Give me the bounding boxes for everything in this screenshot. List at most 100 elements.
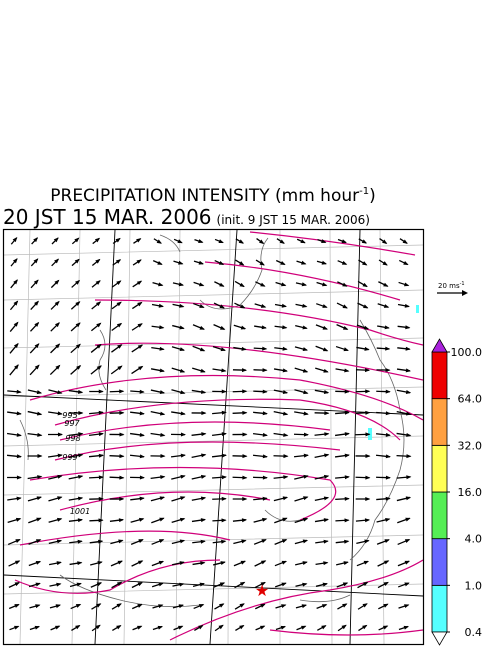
wind-arrow-head <box>302 303 308 308</box>
wind-arrow-head <box>139 475 145 480</box>
wind-arrow-head <box>282 517 288 522</box>
wind-arrow-head <box>159 325 165 330</box>
colorbar: 0.4 1.0 4.0 16.0 32.0 64.0 100.0 <box>431 338 483 646</box>
wind-arrow-head <box>383 603 389 608</box>
wind-arrow-head <box>282 411 289 416</box>
wind-arrow-head <box>36 411 43 416</box>
wind-arrow-head <box>364 518 371 523</box>
wind-arrow-head <box>262 389 268 394</box>
wind-arrow-head <box>98 432 104 437</box>
wind-arrow-head <box>302 368 309 373</box>
wind-arrow-head <box>16 389 22 394</box>
wind-arrow-head <box>200 539 206 544</box>
wind-arrow-head <box>36 496 43 501</box>
wind-arrow-head <box>55 604 61 609</box>
wind-arrow-head <box>77 389 84 394</box>
wind-arrow-head <box>115 259 122 264</box>
wind-arrow-head <box>241 346 247 351</box>
wind-arrow-head <box>365 497 371 502</box>
wind-arrow-head <box>262 368 268 373</box>
colorbar-label: 4.0 <box>465 533 483 546</box>
wind-arrow-head <box>218 239 224 243</box>
wind-scale-label: 20 ms-1 <box>438 281 465 290</box>
wind-arrow-head <box>117 365 123 371</box>
wind-arrow-head <box>160 475 166 480</box>
wind-arrow-head <box>365 432 371 437</box>
wind-arrow-head <box>96 343 102 349</box>
wind-arrow-head <box>344 539 350 544</box>
wind-arrow-head <box>34 364 40 370</box>
wind-arrow-head <box>198 239 204 243</box>
wind-arrow-head <box>363 325 370 330</box>
wind-arrow-head <box>324 432 330 437</box>
wind-arrow-head <box>322 582 328 587</box>
wind-arrow-head <box>323 474 330 479</box>
wind-arrow-head <box>178 604 184 609</box>
wind-arrow-head <box>75 624 81 630</box>
wind-arrow-head <box>218 624 224 630</box>
wind-arrow-head <box>260 304 267 308</box>
wind-arrow-head <box>405 368 411 373</box>
wind-arrow-head <box>344 518 350 523</box>
wind-arrow-head <box>242 410 248 415</box>
wind-arrow-head <box>36 390 43 395</box>
colorbar-segment <box>431 444 448 493</box>
wind-arrow-head <box>35 582 41 587</box>
wind-arrow-head <box>279 239 285 244</box>
wind-arrow-head <box>365 410 371 415</box>
colorbar-segment <box>431 584 448 633</box>
wind-arrow-head <box>365 475 371 480</box>
wind-arrow-head <box>34 300 39 306</box>
wind-arrow-head <box>199 582 205 587</box>
wind-arrow-head <box>75 604 82 608</box>
wind-arrow-head <box>96 365 102 370</box>
wind-arrow-head <box>281 282 287 287</box>
wind-arrow-head <box>98 496 104 501</box>
wind-arrow-head <box>156 239 162 244</box>
title-close: ) <box>369 186 376 206</box>
wind-arrow-head <box>33 279 39 285</box>
wind-arrow-head <box>262 475 268 480</box>
wind-arrow-head <box>384 325 390 330</box>
wind-arrow-head <box>159 346 165 351</box>
wind-arrow-head <box>404 604 410 609</box>
wind-arrow-head <box>362 624 368 630</box>
wind-arrow-head <box>35 539 42 544</box>
wind-arrow-head <box>37 454 43 459</box>
wind-arrow-head <box>13 279 18 285</box>
colorbar-label: 64.0 <box>458 393 483 406</box>
wind-arrow-head <box>199 347 206 352</box>
contour-label: 995 <box>62 411 77 420</box>
wind-arrow-head <box>240 560 246 565</box>
wind-arrow-head <box>282 390 289 395</box>
wind-arrow-head <box>37 432 43 437</box>
wind-arrow-head <box>57 453 63 458</box>
wind-arrow-head <box>406 432 412 437</box>
wind-arrow-head <box>14 364 19 370</box>
wind-arrow-head <box>179 347 185 352</box>
wind-arrow-head <box>342 304 348 309</box>
wind-arrow-head <box>404 560 410 565</box>
wind-arrow-head <box>14 625 20 630</box>
wind-arrow-head <box>405 325 411 330</box>
wind-arrow-head <box>179 368 186 373</box>
wind-arrow-head <box>137 582 143 587</box>
wind-arrow-head <box>343 347 349 352</box>
wind-arrow-head <box>179 539 186 544</box>
wind-arrow-head <box>382 625 389 630</box>
wind-arrow-head <box>139 432 145 437</box>
wind-arrow-head <box>33 237 39 243</box>
wind-arrow-head <box>242 496 248 501</box>
wind-arrow-head <box>117 560 123 565</box>
wind-arrow-head <box>323 390 330 394</box>
wind-arrow-head <box>14 560 21 565</box>
wind-arrow-head <box>119 454 125 459</box>
wind-arrow-head <box>262 517 268 522</box>
wind-arrow-head <box>137 344 144 349</box>
wind-vectors <box>6 236 412 632</box>
wind-arrow-head <box>139 389 145 394</box>
wind-arrow-head <box>94 237 101 243</box>
wind-arrow-head <box>382 261 388 266</box>
wind-arrow-head <box>239 282 245 288</box>
